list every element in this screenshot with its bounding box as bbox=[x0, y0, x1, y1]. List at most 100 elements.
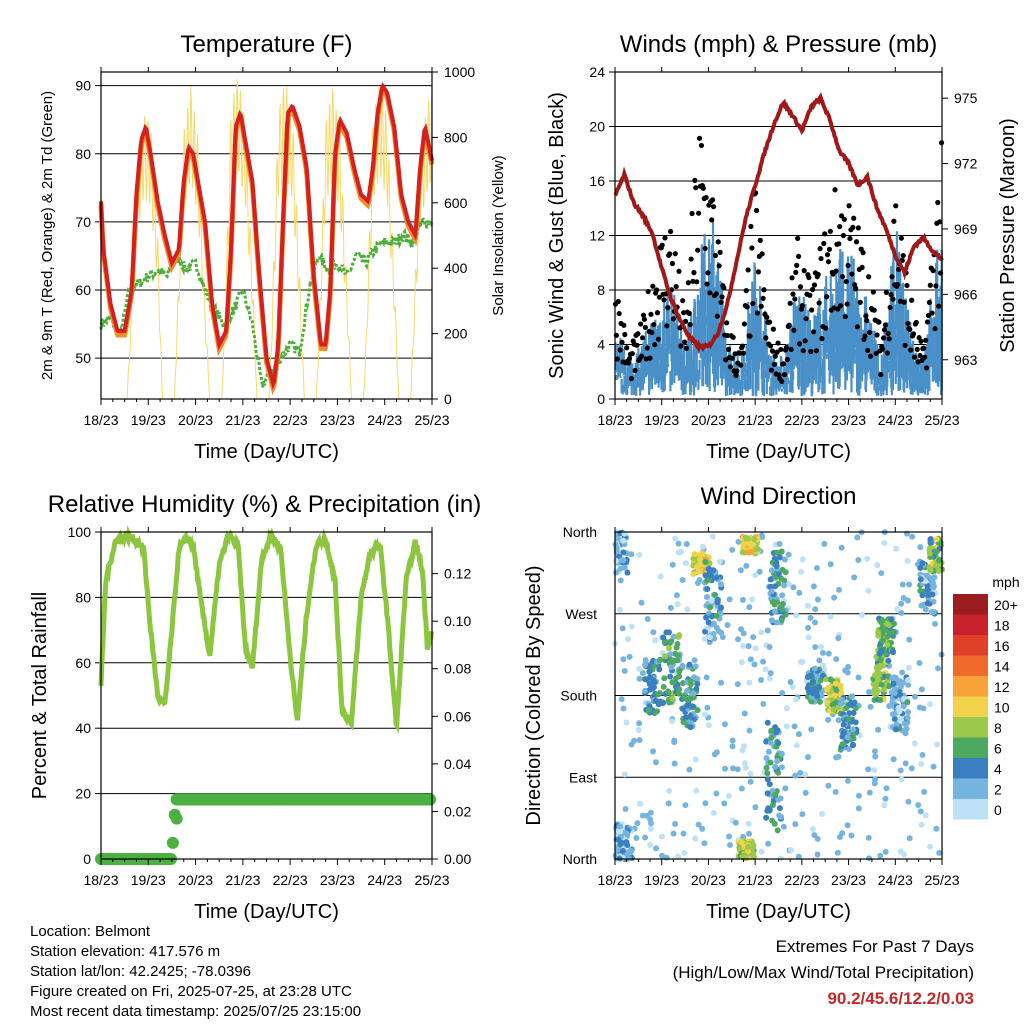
direction-point bbox=[768, 588, 775, 595]
direction-point bbox=[636, 720, 643, 727]
direction-point bbox=[660, 634, 667, 641]
gust-point bbox=[860, 250, 866, 256]
direction-point bbox=[884, 641, 891, 648]
direction-point bbox=[889, 711, 896, 718]
direction-point bbox=[793, 612, 800, 619]
direction-point bbox=[657, 656, 664, 663]
direction-point bbox=[696, 576, 703, 583]
direction-point bbox=[838, 544, 845, 551]
direction-point bbox=[900, 703, 907, 710]
direction-point bbox=[871, 748, 878, 755]
direction-point bbox=[877, 852, 884, 859]
direction-point bbox=[644, 615, 651, 622]
gust-point bbox=[686, 310, 692, 316]
gust-point bbox=[926, 299, 932, 306]
y-tick-label: 80 bbox=[75, 589, 91, 605]
direction-point bbox=[653, 845, 660, 852]
x-tick-label: 25/23 bbox=[414, 872, 449, 888]
direction-point bbox=[922, 606, 929, 613]
direction-point bbox=[735, 538, 742, 545]
direction-point bbox=[745, 843, 752, 850]
y2-tick-label: 800 bbox=[444, 129, 468, 145]
direction-point bbox=[808, 698, 815, 705]
direction-point bbox=[855, 805, 862, 812]
direction-point bbox=[704, 585, 711, 592]
gust-point bbox=[702, 245, 708, 252]
gust-point bbox=[836, 241, 842, 247]
series-temp-2m bbox=[99, 82, 434, 390]
direction-point bbox=[788, 847, 795, 854]
direction-point bbox=[905, 708, 912, 715]
direction-point bbox=[713, 612, 720, 619]
x-tick-label: 22/23 bbox=[784, 412, 819, 428]
direction-point bbox=[673, 592, 680, 599]
direction-point bbox=[701, 840, 708, 847]
direction-point bbox=[904, 557, 911, 564]
direction-point bbox=[631, 737, 638, 744]
direction-point bbox=[745, 820, 752, 827]
direction-point bbox=[615, 836, 622, 843]
series-dewpoint bbox=[99, 217, 434, 388]
direction-point bbox=[769, 599, 776, 606]
direction-point bbox=[738, 659, 745, 666]
direction-point bbox=[658, 833, 665, 840]
direction-point bbox=[792, 772, 799, 779]
gust-point bbox=[632, 367, 638, 374]
direction-point bbox=[819, 662, 826, 669]
direction-point bbox=[917, 564, 924, 571]
direction-point bbox=[812, 643, 819, 650]
gust-point bbox=[689, 210, 695, 217]
direction-point bbox=[876, 671, 883, 678]
gust-point bbox=[787, 300, 793, 306]
direction-point bbox=[756, 568, 763, 575]
direction-point bbox=[692, 835, 699, 842]
direction-point bbox=[889, 674, 896, 681]
gust-point bbox=[867, 353, 874, 359]
direction-point bbox=[924, 600, 931, 607]
direction-point bbox=[767, 739, 774, 746]
direction-point bbox=[814, 596, 821, 603]
gust-point bbox=[748, 223, 754, 230]
x-tick-label: 23/23 bbox=[320, 412, 355, 428]
direction-point bbox=[726, 833, 733, 840]
direction-point bbox=[691, 657, 698, 664]
direction-point bbox=[855, 674, 862, 681]
gust-point bbox=[770, 326, 776, 332]
direction-point bbox=[772, 763, 779, 770]
gust-point bbox=[788, 346, 794, 353]
direction-point bbox=[778, 575, 785, 582]
gust-point bbox=[753, 207, 760, 214]
gust-point bbox=[866, 274, 872, 280]
direction-point bbox=[897, 683, 904, 690]
direction-point bbox=[726, 596, 733, 603]
direction-point bbox=[704, 704, 711, 711]
direction-point bbox=[709, 613, 716, 620]
direction-point bbox=[679, 577, 686, 584]
direction-point bbox=[790, 584, 797, 591]
direction-point bbox=[752, 645, 759, 652]
direction-point bbox=[848, 832, 855, 839]
gust-point bbox=[715, 239, 721, 245]
direction-point bbox=[687, 713, 694, 720]
direction-point bbox=[734, 766, 741, 773]
direction-point bbox=[807, 614, 814, 621]
y2-tick-label: 0 bbox=[444, 391, 452, 407]
data-timestamp: Most recent data timestamp: 2025/07/25 2… bbox=[30, 1003, 362, 1020]
direction-point bbox=[667, 673, 674, 680]
direction-point bbox=[710, 567, 717, 574]
direction-point bbox=[833, 656, 840, 663]
direction-point bbox=[675, 633, 682, 640]
direction-point bbox=[692, 663, 699, 670]
direction-point bbox=[905, 798, 912, 805]
direction-point bbox=[686, 661, 693, 668]
gust-point bbox=[890, 296, 896, 302]
direction-point bbox=[665, 629, 672, 636]
direction-point bbox=[850, 741, 857, 748]
gust-point bbox=[901, 299, 907, 305]
direction-point bbox=[776, 540, 783, 547]
gust-point bbox=[737, 350, 743, 356]
direction-point bbox=[672, 820, 679, 827]
direction-point bbox=[619, 625, 626, 632]
gust-point bbox=[838, 303, 844, 309]
direction-point bbox=[824, 699, 831, 706]
